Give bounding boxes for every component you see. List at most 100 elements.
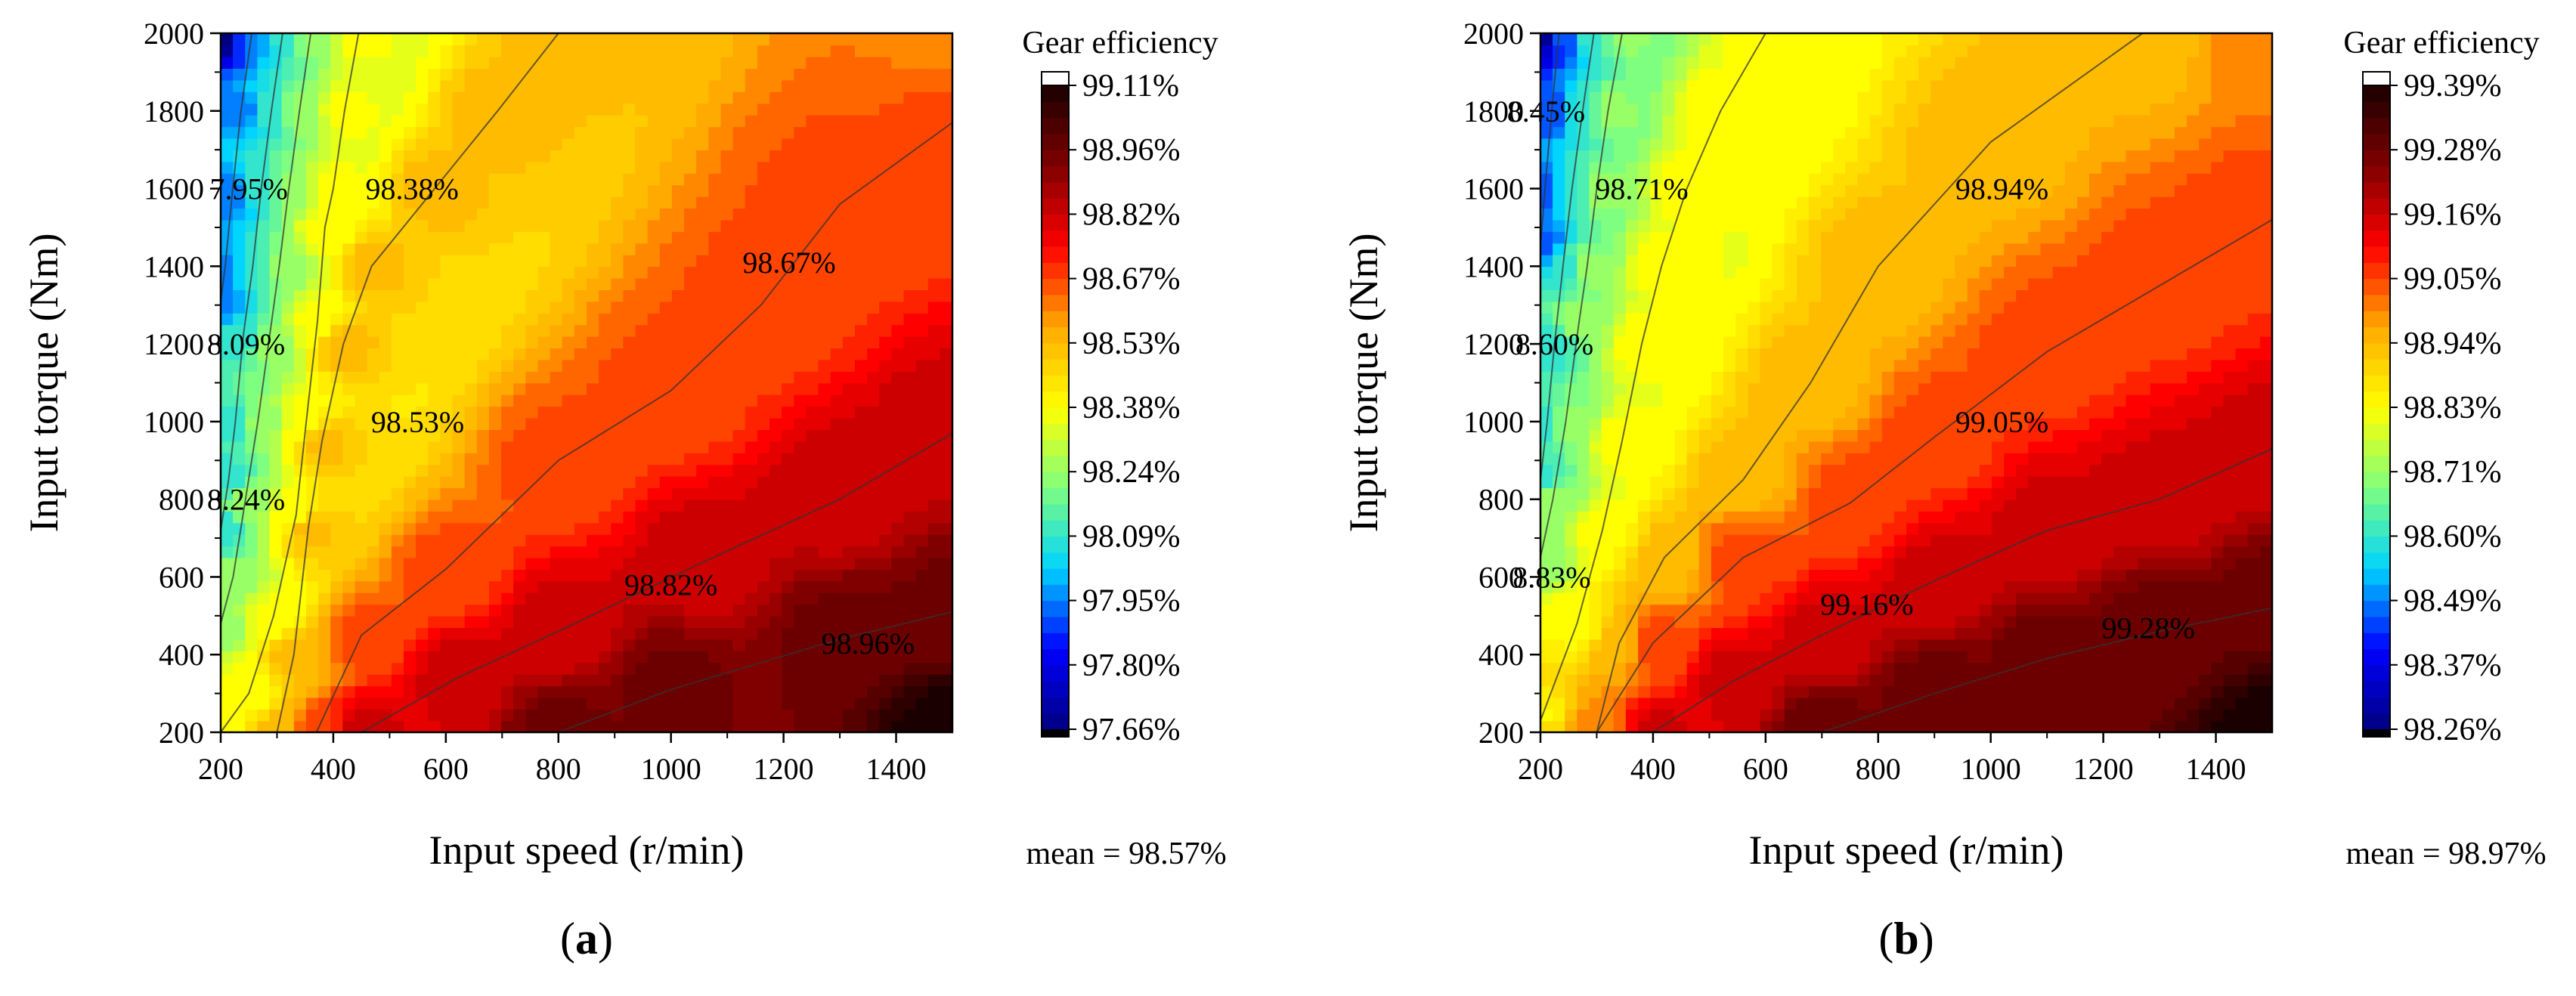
heatmap-cell [269,394,283,407]
heatmap-cell [525,522,539,535]
heatmap-cell [611,651,624,663]
heatmap-cell [440,371,454,384]
heatmap-cell [818,709,831,722]
heatmap-cell [428,697,441,710]
heatmap-cell [806,615,819,628]
heatmap-cell [1698,604,1712,617]
heatmap-cell [1577,184,1590,197]
heatmap-cell [1723,348,1736,360]
heatmap-cell [647,126,661,139]
heatmap-cell [488,56,502,69]
heatmap-cell [1772,150,1785,162]
heatmap-cell [269,359,283,372]
heatmap-cell [562,56,575,69]
heatmap-cell [1553,441,1565,453]
heatmap-cell [842,219,856,232]
heatmap-cell [1698,557,1712,570]
heatmap-cell [720,45,734,57]
heatmap-cell [1565,511,1578,524]
heatmap-cell [293,79,307,92]
heatmap-cell [428,196,441,209]
heatmap-cell [464,126,478,139]
heatmap-cell [1711,522,1724,535]
heatmap-cell [1650,627,1664,640]
heatmap-cell [794,627,807,640]
heatmap-cell [330,371,344,384]
heatmap-cell [1565,499,1578,512]
heatmap-cell [221,301,234,314]
heatmap-cell [879,231,893,244]
heatmap-cell [647,429,661,442]
heatmap-cell [635,499,649,512]
heatmap-cell [599,604,611,617]
heatmap-cell [635,313,649,326]
heatmap-cell [476,126,490,139]
heatmap-cell [720,475,734,488]
heatmap-cell [794,592,807,605]
heatmap-cell [416,150,429,162]
heatmap-cell [757,56,770,69]
heatmap-cell [269,91,283,104]
heatmap-cell [1565,697,1578,710]
heatmap-cell [794,441,807,453]
heatmap-cell [867,569,880,582]
heatmap-cell [488,184,502,197]
heatmap-cell [623,709,636,722]
heatmap-cell [355,475,368,488]
heatmap-cell [806,406,819,419]
heatmap-cell [1711,534,1724,547]
heatmap-cell [488,266,502,279]
heatmap-cell [696,720,710,732]
heatmap-cell [562,138,575,150]
heatmap-cell [1686,651,1700,663]
heatmap-cell [867,522,880,535]
heatmap-cell [757,475,770,488]
heatmap-cell [732,522,746,535]
heatmap-cell [1662,219,1676,232]
heatmap-cell [404,499,416,512]
heatmap-cell [537,371,551,384]
heatmap-cell [1601,429,1615,442]
colorbar-band [1042,439,1069,456]
heatmap-cell [940,348,952,360]
heatmap-cell [404,371,416,384]
heatmap-cell [1589,79,1602,92]
heatmap-cell [782,697,794,710]
heatmap-cell [476,266,490,279]
heatmap-cell [1650,394,1664,407]
heatmap-cell [574,33,587,46]
heatmap-cell [927,243,941,255]
heatmap-cell [745,651,758,663]
heatmap-cell [806,266,819,279]
heatmap-cell [720,208,734,221]
heatmap-cell [416,254,429,268]
heatmap-cell [221,126,234,139]
heatmap-cell [1686,534,1700,547]
heatmap-cell [379,173,392,186]
heatmap-cell [1760,45,1773,57]
heatmap-cell [757,651,770,663]
heatmap-cell [501,557,514,570]
heatmap-cell [464,429,478,442]
heatmap-cell [927,68,941,81]
heatmap-cell [233,138,246,150]
heatmap-cell [513,243,527,255]
heatmap-cell [1650,604,1664,617]
heatmap-cell [318,627,331,640]
heatmap-cell [355,709,368,722]
heatmap-cell [1723,592,1736,605]
heatmap-cell [782,499,794,512]
heatmap-cell [245,359,259,372]
heatmap-cell [525,114,539,128]
heatmap-cell [367,254,380,268]
heatmap-cell [1748,45,1761,57]
heatmap-cell [1613,254,1627,268]
heatmap-cell [1638,91,1651,104]
heatmap-cell [330,720,344,732]
heatmap-cell [1760,569,1773,582]
heatmap-cell [1638,33,1651,46]
heatmap-cell [391,150,404,162]
heatmap-cell [587,371,599,384]
heatmap-cell [879,546,893,558]
heatmap-cell [367,487,380,500]
